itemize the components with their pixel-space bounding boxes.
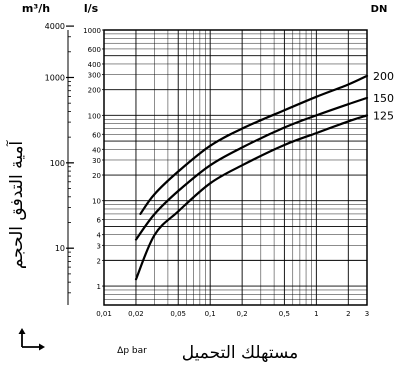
x-tick-label: 0,02 [128, 310, 144, 318]
y-tick-label: 40 [92, 146, 101, 154]
y-tick-label: 4 [97, 232, 102, 240]
y-tick-label: 200 [88, 87, 101, 95]
right-axis: 1000 600 400 300 200 100 60 40 30 20 10 6 4 3 2 1 [83, 27, 104, 291]
x-tick-label: 0,05 [170, 310, 186, 318]
x-tick-label: 0,01 [96, 310, 112, 318]
x-tick-label: 2 [346, 310, 350, 318]
left-tick-label: 100 [50, 159, 65, 168]
left-tick-label: 1000 [45, 73, 65, 82]
axis-corner-arrow-icon [18, 328, 45, 351]
x-tick-label: 0,1 [205, 310, 216, 318]
y-tick-label: 20 [92, 172, 101, 180]
plot-frame [103, 29, 368, 306]
y-tick-label: 30 [92, 157, 101, 165]
y-tick-label: 2 [97, 257, 101, 265]
series-125-line [134, 114, 369, 281]
y-tick-label: 400 [88, 61, 101, 69]
left-axis: 4000 1000 100 10 [45, 22, 74, 305]
x-tick-label: 1 [314, 310, 318, 318]
left-tick-label: 4000 [45, 22, 65, 31]
x-tick-label: 0,5 [279, 310, 290, 318]
legend-label-150: 150 [373, 92, 394, 105]
x-axis: 0,01 0,02 0,05 0,1 0,2 0,5 1 2 3 [96, 310, 369, 318]
major-gridlines [103, 29, 367, 305]
legend-title: DN [371, 4, 388, 15]
y-tick-label: 600 [88, 46, 101, 54]
y-tick-label: 300 [88, 72, 101, 80]
legend: 200 150 125 [373, 70, 394, 122]
y-tick-label: 3 [97, 242, 101, 250]
y-axis-title: آمية التدفق الحجم [5, 140, 27, 270]
left-tick-label: 10 [55, 244, 65, 253]
x-tick-label: 3 [365, 310, 369, 318]
x-axis-title: مستهلك التحميل [182, 343, 298, 363]
y-tick-label: 1 [97, 283, 101, 291]
x-unit-label: Δp bar [117, 346, 147, 356]
left-unit-label: m³/h [22, 2, 50, 15]
y-tick-label: 10 [92, 198, 101, 206]
x-tick-label: 0,2 [237, 310, 248, 318]
y-tick-label: 6 [97, 217, 102, 225]
series-150-line [134, 96, 369, 241]
legend-label-200: 200 [373, 70, 394, 83]
y-tick-label: 60 [92, 131, 101, 139]
series-layer [134, 74, 369, 281]
series-200-line [139, 74, 369, 215]
y-tick-label: 100 [88, 112, 101, 120]
y-tick-label: 1000 [83, 27, 101, 35]
legend-label-125: 125 [373, 109, 394, 122]
right-unit-label: l/s [84, 2, 99, 15]
